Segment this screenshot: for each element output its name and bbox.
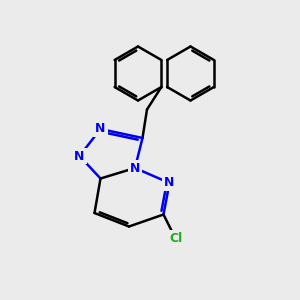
Text: N: N (164, 176, 175, 190)
Text: N: N (130, 161, 140, 175)
Text: N: N (74, 149, 85, 163)
Text: N: N (95, 122, 106, 136)
Text: Cl: Cl (169, 232, 182, 245)
